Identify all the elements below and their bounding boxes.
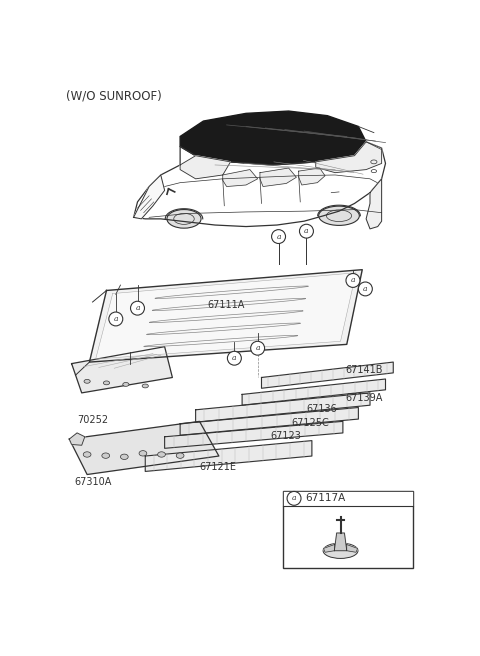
Ellipse shape bbox=[83, 452, 91, 457]
Polygon shape bbox=[180, 407, 359, 435]
Ellipse shape bbox=[142, 384, 148, 388]
Text: a: a bbox=[351, 276, 355, 285]
Ellipse shape bbox=[139, 451, 147, 456]
Bar bbox=[283, 491, 413, 567]
Circle shape bbox=[300, 224, 313, 238]
Polygon shape bbox=[366, 179, 382, 229]
Polygon shape bbox=[180, 155, 230, 179]
Ellipse shape bbox=[323, 543, 358, 558]
Polygon shape bbox=[335, 533, 347, 551]
Polygon shape bbox=[262, 362, 393, 388]
Polygon shape bbox=[133, 142, 385, 226]
Text: a: a bbox=[255, 344, 260, 352]
Ellipse shape bbox=[157, 452, 166, 457]
Circle shape bbox=[287, 491, 301, 505]
Polygon shape bbox=[180, 111, 366, 165]
Circle shape bbox=[272, 230, 286, 243]
Text: 67117A: 67117A bbox=[305, 493, 345, 503]
Text: 67139A: 67139A bbox=[345, 393, 383, 403]
Text: a: a bbox=[135, 304, 140, 312]
Text: a: a bbox=[363, 285, 368, 293]
Ellipse shape bbox=[167, 209, 201, 228]
Text: 67141B: 67141B bbox=[345, 365, 383, 375]
Text: a: a bbox=[304, 227, 309, 236]
Ellipse shape bbox=[319, 206, 360, 226]
Text: 67123: 67123 bbox=[271, 432, 301, 441]
Circle shape bbox=[109, 312, 123, 326]
Text: a: a bbox=[292, 495, 296, 502]
Polygon shape bbox=[145, 441, 312, 472]
Polygon shape bbox=[165, 421, 343, 448]
Circle shape bbox=[359, 282, 372, 296]
Text: 67136: 67136 bbox=[306, 405, 337, 415]
Text: a: a bbox=[114, 315, 118, 323]
Text: 67125C: 67125C bbox=[291, 417, 329, 428]
Polygon shape bbox=[96, 273, 356, 359]
Polygon shape bbox=[223, 170, 258, 186]
Polygon shape bbox=[242, 379, 385, 405]
Polygon shape bbox=[72, 346, 172, 393]
Text: a: a bbox=[276, 233, 281, 241]
Text: 67121E: 67121E bbox=[200, 462, 237, 472]
Text: 67310A: 67310A bbox=[74, 477, 111, 487]
Ellipse shape bbox=[123, 382, 129, 386]
Circle shape bbox=[251, 341, 264, 355]
Text: a: a bbox=[232, 354, 237, 362]
Polygon shape bbox=[69, 433, 85, 445]
Circle shape bbox=[131, 301, 144, 315]
Ellipse shape bbox=[102, 453, 109, 459]
Ellipse shape bbox=[84, 379, 90, 383]
Polygon shape bbox=[316, 142, 382, 173]
Ellipse shape bbox=[103, 381, 109, 385]
Ellipse shape bbox=[176, 453, 184, 459]
Text: 67111A: 67111A bbox=[207, 300, 245, 310]
Bar bbox=[283, 491, 413, 506]
Ellipse shape bbox=[120, 454, 128, 459]
Polygon shape bbox=[260, 168, 296, 186]
Polygon shape bbox=[299, 168, 325, 185]
Polygon shape bbox=[89, 270, 362, 362]
Polygon shape bbox=[69, 421, 219, 474]
Polygon shape bbox=[324, 544, 335, 552]
Polygon shape bbox=[347, 544, 358, 552]
Text: 70252: 70252 bbox=[77, 415, 108, 425]
Circle shape bbox=[228, 352, 241, 365]
Text: (W/O SUNROOF): (W/O SUNROOF) bbox=[66, 89, 162, 102]
Polygon shape bbox=[133, 175, 165, 219]
Polygon shape bbox=[196, 393, 370, 422]
Circle shape bbox=[346, 274, 360, 287]
